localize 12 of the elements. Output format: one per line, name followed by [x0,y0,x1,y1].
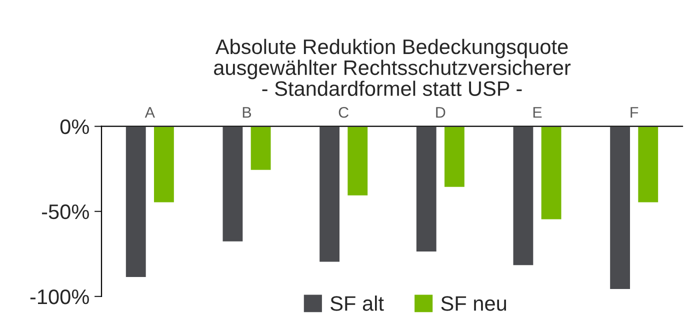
x-tick-label: A [144,107,155,118]
y-tick-label: -50% [42,204,89,220]
y-tick-label: -100% [30,289,89,304]
legend-label: SF neu [441,296,506,311]
chart-title: Absolute Reduktion Bedeckungsquote ausgewählter Rechtsschutzversicherer - Standardformel statt USP - [214,38,571,96]
x-tick-label: C [338,106,349,118]
x-tick-label: B [242,107,252,118]
x-tick-label: F [630,107,638,118]
x-tick-label: D [436,107,446,118]
legend-label: SF alt [330,296,384,311]
y-tick-label: 0% [60,119,89,134]
x-tick-label: E [533,107,542,118]
